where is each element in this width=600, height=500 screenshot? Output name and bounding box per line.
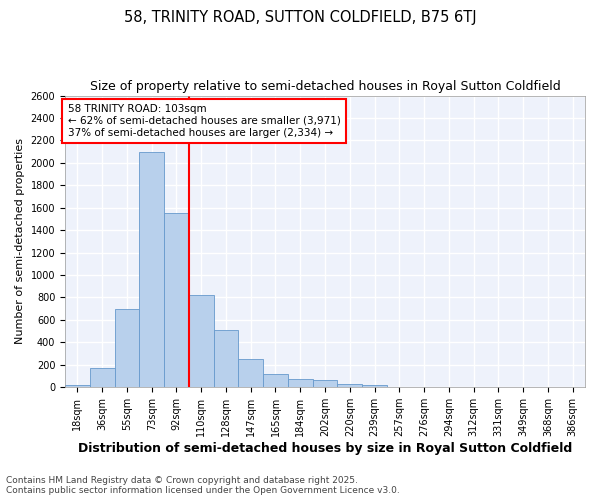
Y-axis label: Number of semi-detached properties: Number of semi-detached properties <box>15 138 25 344</box>
Bar <box>164 214 189 387</box>
Bar <box>288 379 313 387</box>
Bar <box>65 385 90 387</box>
Bar <box>362 385 387 387</box>
Bar <box>139 152 164 387</box>
Bar <box>90 368 115 387</box>
Bar <box>189 295 214 387</box>
Bar <box>313 380 337 387</box>
Text: 58 TRINITY ROAD: 103sqm
← 62% of semi-detached houses are smaller (3,971)
37% of: 58 TRINITY ROAD: 103sqm ← 62% of semi-de… <box>68 104 341 138</box>
Bar <box>263 374 288 387</box>
X-axis label: Distribution of semi-detached houses by size in Royal Sutton Coldfield: Distribution of semi-detached houses by … <box>78 442 572 455</box>
Bar <box>337 384 362 387</box>
Bar <box>115 310 139 387</box>
Title: Size of property relative to semi-detached houses in Royal Sutton Coldfield: Size of property relative to semi-detach… <box>89 80 560 93</box>
Bar <box>214 330 238 387</box>
Text: Contains HM Land Registry data © Crown copyright and database right 2025.
Contai: Contains HM Land Registry data © Crown c… <box>6 476 400 495</box>
Text: 58, TRINITY ROAD, SUTTON COLDFIELD, B75 6TJ: 58, TRINITY ROAD, SUTTON COLDFIELD, B75 … <box>124 10 476 25</box>
Bar <box>238 359 263 387</box>
